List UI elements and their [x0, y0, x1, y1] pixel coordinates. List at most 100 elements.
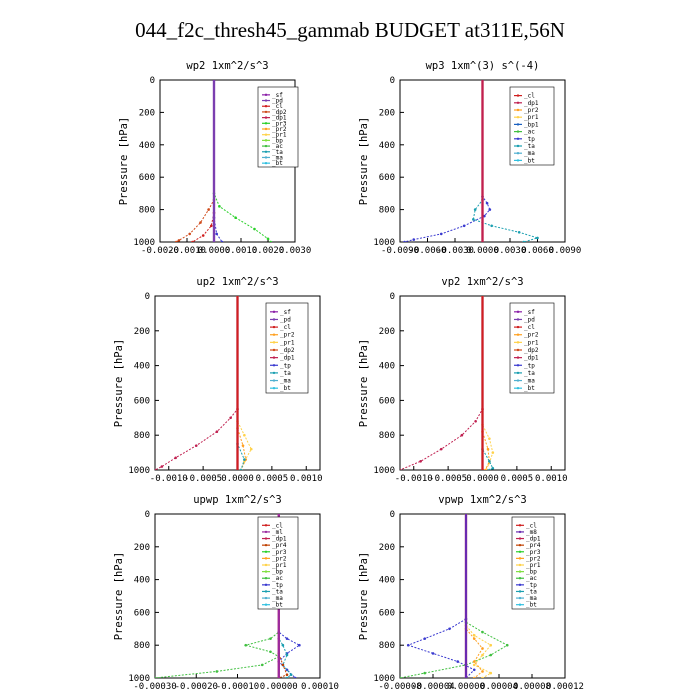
- data-point: [285, 653, 289, 657]
- data-point: [241, 444, 245, 447]
- data-point: [220, 240, 224, 242]
- x-tick-label: -0.0005: [429, 474, 467, 484]
- legend-label: _ta: [524, 370, 535, 377]
- legend-marker: [516, 325, 520, 329]
- data-point: [517, 230, 521, 234]
- legend-marker: [518, 590, 522, 593]
- data-point: [522, 240, 526, 242]
- data-point: [491, 466, 495, 470]
- legend-label: _bt: [524, 157, 535, 164]
- legend-box: [509, 86, 555, 166]
- legend-marker: [264, 150, 268, 153]
- y-tick-label: 200: [379, 327, 395, 337]
- x-tick-label: 0.0020: [252, 246, 285, 256]
- data-point: [472, 660, 476, 663]
- legend-marker: [516, 94, 520, 97]
- y-tick-label: 600: [379, 608, 395, 618]
- data-point: [160, 465, 164, 468]
- legend-marker: [264, 156, 268, 159]
- series-line-dp2: [175, 80, 215, 242]
- legend-marker: [272, 386, 276, 390]
- y-tick-label: 1000: [373, 466, 395, 476]
- data-point: [488, 468, 491, 470]
- legend-label: _ac: [272, 575, 283, 582]
- series-group: [155, 296, 253, 470]
- legend-label: _pr1: [272, 132, 287, 139]
- data-point: [243, 458, 246, 461]
- data-point: [400, 676, 402, 678]
- series-line-dp1: [155, 296, 238, 470]
- legend: _cl_dp1_pr2_pr1_bp1_ac_tp_ta_ma_bt: [509, 86, 555, 166]
- legend-marker: [518, 543, 522, 547]
- y-tick-label: 400: [379, 141, 395, 151]
- y-tick-label: 600: [139, 173, 155, 183]
- data-point: [215, 430, 219, 434]
- data-point: [174, 456, 177, 460]
- legend-label: _ta: [272, 149, 283, 156]
- series-group: [400, 296, 495, 470]
- data-point: [481, 468, 484, 470]
- data-point: [491, 451, 495, 454]
- data-point: [403, 240, 406, 242]
- x-tick-label: 0.0060: [521, 246, 554, 256]
- legend-label: _tp: [280, 362, 291, 369]
- panel-title: upwp 1xm^2/s^3: [193, 494, 282, 506]
- data-point: [269, 240, 272, 242]
- data-point: [281, 643, 285, 647]
- y-axis-label: Pressure [hPa]: [113, 552, 125, 641]
- legend-marker: [264, 524, 268, 527]
- y-tick-label: 0: [390, 510, 395, 520]
- legend-marker: [518, 596, 522, 600]
- data-point: [244, 643, 248, 647]
- legend-marker: [516, 116, 520, 119]
- data-point: [439, 447, 443, 451]
- legend-marker: [518, 550, 522, 553]
- y-tick-label: 600: [379, 173, 395, 183]
- legend-label: _ma: [272, 595, 283, 602]
- legend-marker: [516, 123, 520, 126]
- y-tick-label: 0: [150, 76, 155, 86]
- data-point: [448, 627, 451, 631]
- series-line-pr1: [465, 514, 492, 678]
- legend-label: _ta: [280, 370, 291, 377]
- panel-title: vpwp 1xm^2/s^3: [438, 494, 527, 506]
- legend-label: _pr3: [272, 120, 287, 127]
- x-tick-label: -0.0010: [395, 474, 433, 484]
- legend-label: _sf: [272, 92, 283, 99]
- x-tick-label: 0.0005: [501, 474, 534, 484]
- legend-marker: [264, 557, 268, 560]
- legend-marker: [264, 590, 268, 593]
- panel-title: vp2 1xm^2/s^3: [441, 276, 523, 288]
- y-tick-label: 600: [134, 396, 150, 406]
- legend-marker: [518, 570, 522, 573]
- data-point: [488, 460, 491, 463]
- legend-label: _pd: [280, 316, 291, 323]
- x-tick-label: 0.00010: [301, 682, 339, 692]
- legend-label: _bt: [526, 602, 537, 609]
- data-point: [277, 676, 280, 678]
- x-tick-label: 0.0030: [279, 246, 312, 256]
- data-point: [481, 296, 484, 298]
- legend-label: _cl: [272, 103, 283, 110]
- data-point: [486, 447, 490, 451]
- x-tick-label: -0.0010: [168, 246, 206, 256]
- y-tick-label: 0: [145, 510, 150, 520]
- legend-marker: [264, 122, 268, 125]
- legend-label: _ta: [524, 143, 535, 150]
- y-tick-label: 400: [379, 576, 395, 586]
- legend-label: _sf: [524, 309, 535, 316]
- legend-label: _pr3: [526, 549, 541, 556]
- legend-marker: [272, 379, 276, 382]
- legend-label: _tp: [524, 362, 535, 369]
- legend-label: _ma: [280, 378, 291, 385]
- legend-marker: [272, 333, 276, 336]
- legend-marker: [518, 524, 522, 527]
- legend-label: _pd: [272, 98, 283, 105]
- legend-label: _dp1: [272, 115, 287, 122]
- data-point: [489, 653, 493, 657]
- y-tick-label: 1000: [128, 674, 150, 684]
- y-tick-label: 800: [134, 431, 150, 441]
- data-point: [266, 237, 270, 241]
- data-point: [212, 80, 216, 82]
- data-point: [472, 218, 475, 221]
